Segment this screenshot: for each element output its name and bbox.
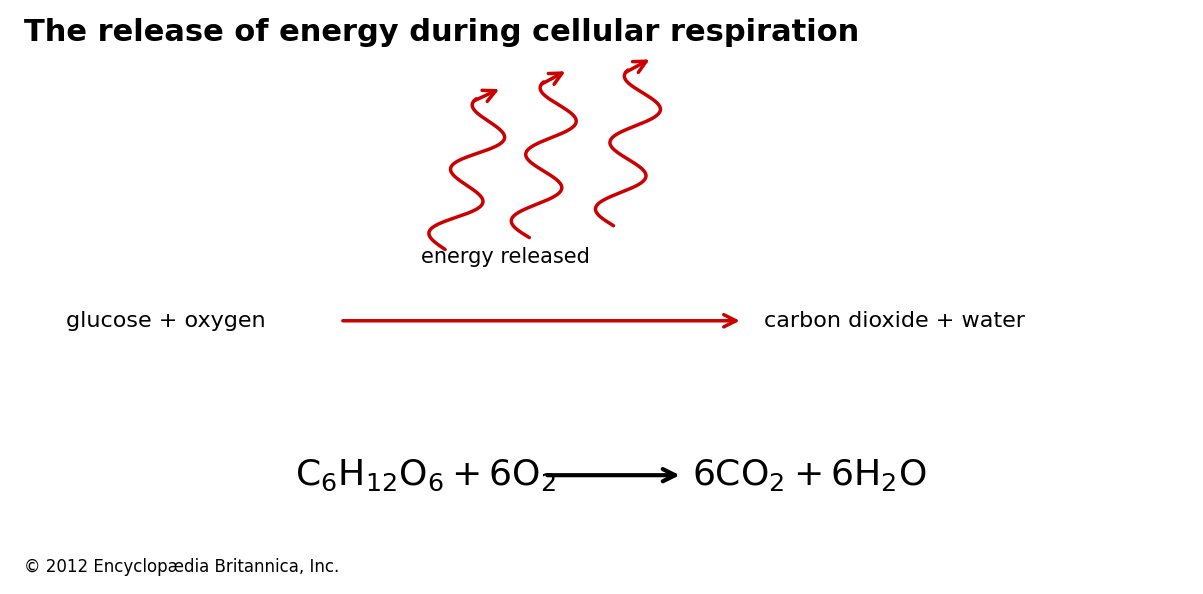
Text: © 2012 Encyclopædia Britannica, Inc.: © 2012 Encyclopædia Britannica, Inc. (24, 558, 339, 576)
Text: $\mathsf{6CO_2 + 6H_2O}$: $\mathsf{6CO_2 + 6H_2O}$ (692, 457, 926, 493)
Text: carbon dioxide + water: carbon dioxide + water (764, 311, 1025, 331)
Text: $\mathsf{C_6H_{12}O_6 + 6O_2}$: $\mathsf{C_6H_{12}O_6 + 6O_2}$ (295, 457, 556, 493)
Text: energy released: energy released (421, 247, 589, 267)
Text: glucose + oxygen: glucose + oxygen (66, 311, 266, 331)
Text: The release of energy during cellular respiration: The release of energy during cellular re… (24, 18, 859, 47)
